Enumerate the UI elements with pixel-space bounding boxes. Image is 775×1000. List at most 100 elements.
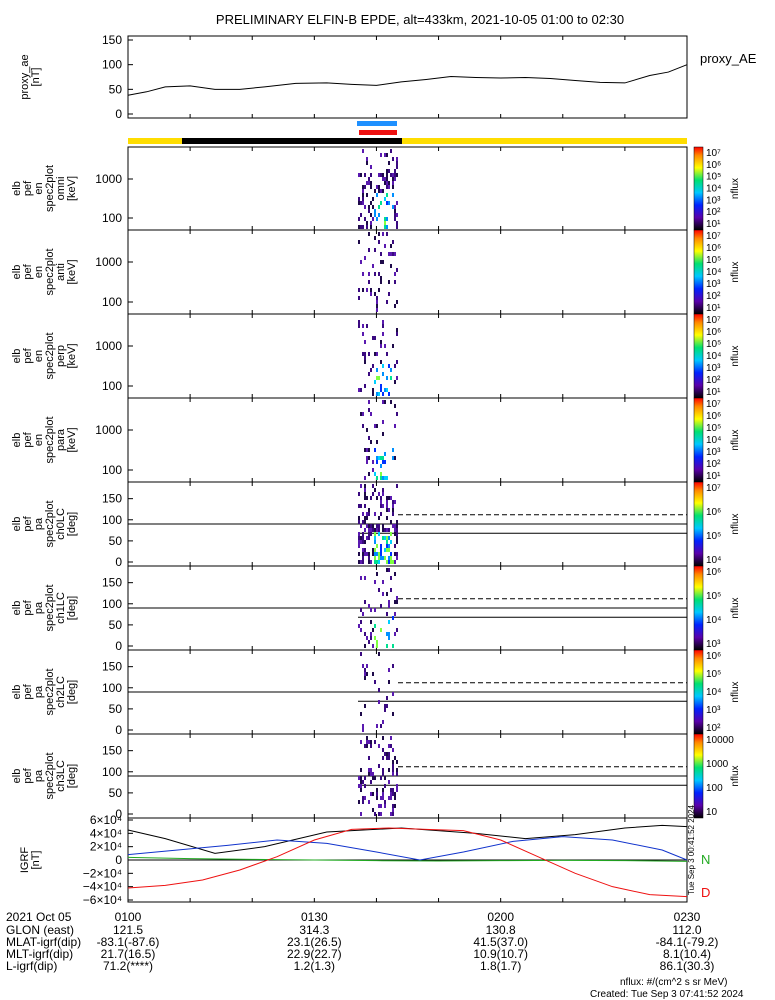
omni-pixel — [386, 185, 388, 189]
ch1LC-colorbar — [693, 565, 704, 651]
perp-pixel — [380, 340, 382, 344]
igrf-ytick-label: 2×10⁴ — [90, 840, 122, 854]
igrf-ytick-label: 0 — [115, 853, 122, 867]
ch3LC-ytick-label: 50 — [109, 786, 123, 800]
ch0LC-pixel — [376, 524, 378, 528]
ch3LC-pixel — [360, 784, 362, 788]
ch3LC-ylabel-line: elb — [11, 769, 23, 784]
omni-pixel — [396, 157, 398, 161]
para-pixel — [376, 456, 378, 460]
perp-pixel — [380, 388, 382, 392]
perp-pixel — [396, 360, 398, 364]
anti-pixel — [392, 252, 394, 256]
ch0LC-pixel — [384, 548, 386, 552]
para-pixel — [364, 476, 366, 480]
ch0LC-pixel — [378, 560, 380, 564]
omni-pixel — [394, 173, 396, 177]
ch3LC-pixel — [382, 792, 384, 796]
ch3LC-ylabel-line: pa — [33, 769, 45, 782]
ch0LC-pixel — [396, 536, 398, 540]
ch3LC-pixel — [366, 744, 368, 748]
ch3LC-ytick-label: 100 — [102, 765, 122, 779]
omni-pixel — [362, 185, 364, 189]
ch1LC-pixel — [364, 576, 366, 580]
perp-pixel — [364, 384, 366, 388]
footer-row-value: 1.8(1.7) — [480, 959, 521, 973]
anti-pixel — [368, 272, 370, 276]
ch0LC-pixel — [376, 496, 378, 500]
footer-row-value: 23.1(26.5) — [287, 935, 342, 949]
footer-row-value: 71.2(****) — [103, 959, 153, 973]
perp-pixel — [390, 368, 392, 372]
ch1LC-pixel — [388, 620, 390, 624]
omni-pixel — [384, 217, 386, 221]
perp-pixel — [384, 388, 386, 392]
perp-pixel — [372, 392, 374, 396]
ch3LC-ylabel-line: ch3LC — [55, 760, 67, 792]
ch1LC-pixel — [360, 620, 362, 624]
anti-ytick-label: 100 — [102, 295, 122, 309]
omni-pixel — [392, 157, 394, 161]
ch0LC-ylabel-line: ch0LC — [55, 508, 67, 540]
para-pixel — [376, 476, 378, 480]
para-pixel — [368, 472, 370, 476]
perp-pixel — [382, 392, 384, 396]
ch2LC-pixel — [384, 708, 386, 712]
perp-pixel — [366, 324, 368, 328]
ch3LC-pixel — [380, 804, 382, 808]
para-pixel — [372, 460, 374, 464]
ch2LC-pixel — [378, 652, 380, 656]
omni-pixel — [374, 189, 376, 193]
ch2LC-pixel — [382, 720, 384, 724]
ch1LC-pixel — [374, 608, 376, 612]
ch3LC-pixel — [362, 800, 364, 804]
ch2LC-pixel — [392, 664, 394, 668]
para-pixel — [380, 476, 382, 480]
para-pixel — [386, 476, 388, 480]
footer-row-value: 130.8 — [486, 923, 516, 937]
ch2LC-pixel — [388, 668, 390, 672]
ch0LC-pixel — [386, 560, 388, 564]
ch3LC-pixel — [388, 756, 390, 760]
ch3LC-pixel — [382, 756, 384, 760]
ch3LC-pixel — [392, 764, 394, 768]
para-pixel — [380, 472, 382, 476]
perp-pixel — [396, 332, 398, 336]
ch3LC-pixel — [360, 776, 362, 780]
ch3LC-pixel — [394, 796, 396, 800]
perp-pixel — [384, 344, 386, 348]
omni-pixel — [378, 185, 380, 189]
ch3LC-pixel — [388, 768, 390, 772]
ch0LC-pixel — [358, 540, 360, 544]
footer-row-value: -83.1(-87.6) — [97, 935, 160, 949]
omni-pixel — [396, 201, 398, 205]
para-pixel — [390, 400, 392, 404]
ch0LC-pixel — [388, 496, 390, 500]
ch1LC-pixel — [374, 624, 376, 628]
ch2LC-ylabel-line: elb — [11, 685, 23, 700]
anti-pixel — [390, 252, 392, 256]
ch3LC-pixel — [392, 812, 394, 816]
anti-pixel — [372, 264, 374, 268]
ch2LC-ylabel-line: pef — [22, 683, 34, 699]
ch0LC-pixel — [368, 552, 370, 556]
ch3LC-pixel — [368, 800, 370, 804]
para-pixel — [368, 400, 370, 404]
omni-pixel — [368, 181, 370, 185]
omni-pixel — [378, 173, 380, 177]
para-colorbar-label: nflux — [730, 429, 741, 450]
ch1LC-pixel — [382, 580, 384, 584]
ch3LC-pixel — [372, 808, 374, 812]
ch0LC-pixel — [374, 552, 376, 556]
ch2LC-ylabel-line: [deg] — [66, 680, 78, 704]
ch1LC-pixel — [362, 612, 364, 616]
omni-pixel — [376, 185, 378, 189]
ch3LC-pixel — [380, 812, 382, 816]
ch3LC-pixel — [360, 740, 362, 744]
ch3LC-pixel — [360, 780, 362, 784]
omni-pixel — [370, 213, 372, 217]
perp-ylabel-line: [keV] — [66, 343, 78, 368]
omni-pixel — [394, 169, 396, 173]
ch3LC-pixel — [388, 752, 390, 756]
